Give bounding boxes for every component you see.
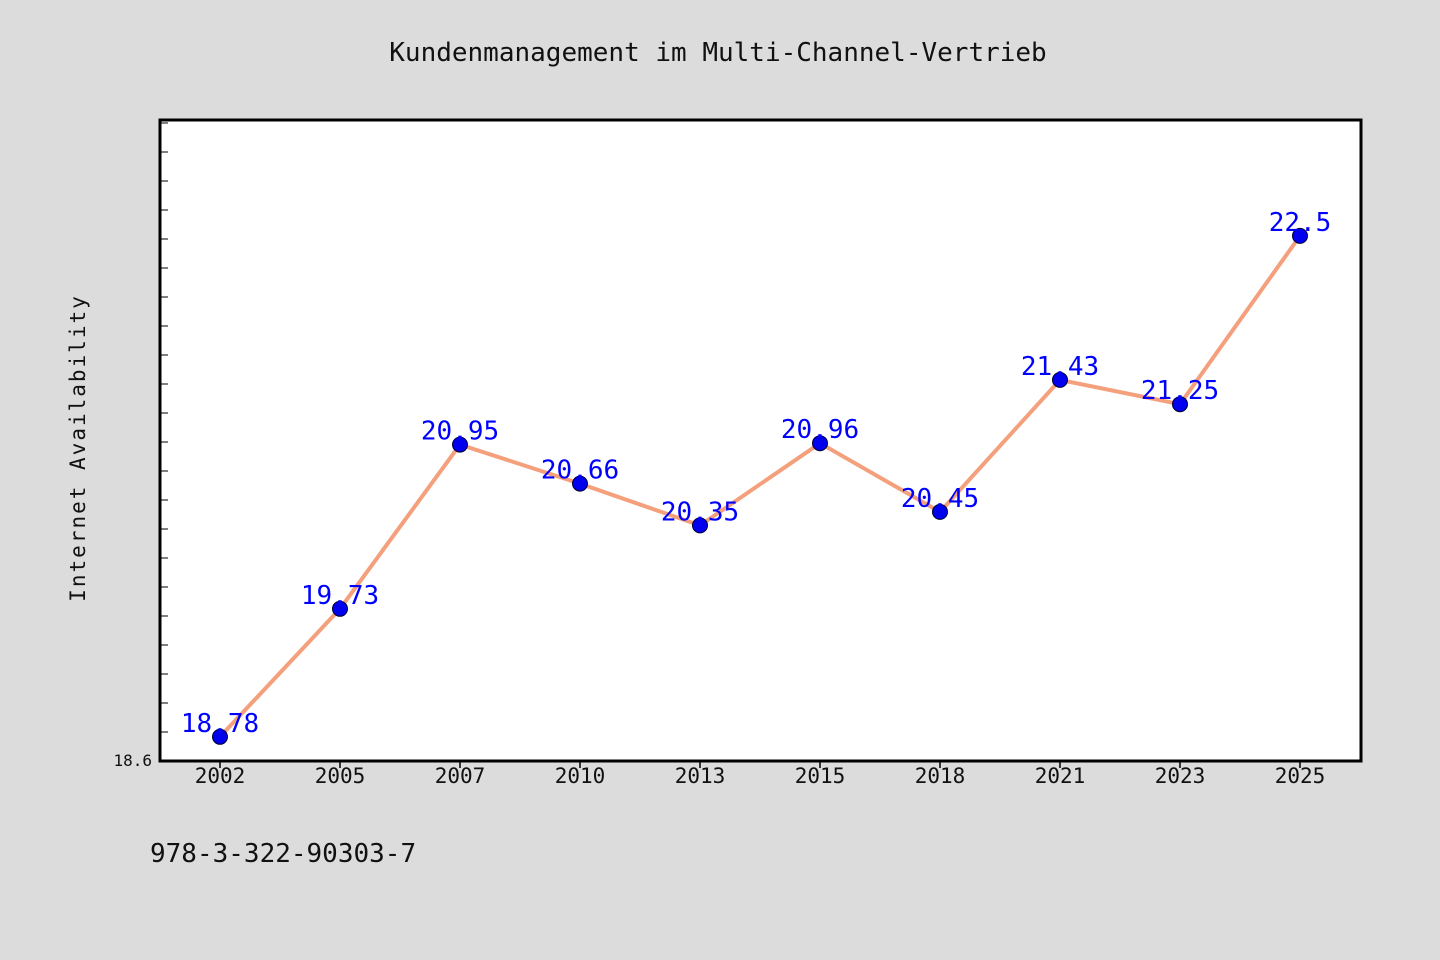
x-tick-label: 2010 bbox=[555, 764, 606, 788]
data-label: 18.78 bbox=[181, 709, 259, 739]
data-label: 20.96 bbox=[781, 415, 859, 445]
x-tick-label: 2025 bbox=[1275, 764, 1326, 788]
y-axis-label: Internet Availability bbox=[66, 294, 90, 602]
isbn-text: 978-3-322-90303-7 bbox=[150, 839, 416, 869]
x-tick-label: 2015 bbox=[795, 764, 846, 788]
x-tick-label: 2002 bbox=[195, 764, 246, 788]
x-tick-label: 2007 bbox=[435, 764, 486, 788]
series-line bbox=[218, 234, 1302, 739]
x-axis-ticks: 2002 2005 2007 2010 2013 2015 2018 2021 2023 2025 bbox=[195, 761, 1326, 788]
data-label: 20.45 bbox=[901, 484, 979, 514]
data-point bbox=[1172, 396, 1188, 413]
data-point bbox=[812, 435, 828, 452]
series-layer: 18.78 19.73 20.95 20.66 20.35 20.96 20.45 21.43… bbox=[181, 208, 1332, 745]
data-label: 20.95 bbox=[421, 417, 499, 447]
data-label: 20.66 bbox=[541, 456, 619, 486]
y-tick-label: 18.6 bbox=[113, 751, 152, 770]
x-tick-label: 2021 bbox=[1035, 764, 1086, 788]
y-axis-minor-ticks bbox=[160, 122, 168, 733]
data-point bbox=[1292, 227, 1308, 244]
data-point bbox=[332, 600, 348, 617]
data-label: 21.43 bbox=[1021, 352, 1099, 382]
data-label: 19.73 bbox=[301, 581, 379, 611]
plot-area bbox=[158, 118, 1363, 763]
x-tick-label: 2018 bbox=[915, 764, 966, 788]
x-tick-label: 2023 bbox=[1155, 764, 1206, 788]
data-point bbox=[212, 728, 228, 745]
data-point bbox=[692, 517, 708, 534]
x-tick-label: 2005 bbox=[315, 764, 366, 788]
data-point bbox=[932, 503, 948, 520]
data-label: 22.5 bbox=[1269, 208, 1332, 238]
data-point bbox=[1052, 371, 1068, 388]
data-label: 20.35 bbox=[661, 497, 739, 527]
data-point bbox=[452, 436, 468, 453]
chart-title: Kundenmanagement im Multi-Channel-Vertri… bbox=[389, 38, 1046, 68]
data-label: 21.25 bbox=[1141, 376, 1219, 406]
x-tick-label: 2013 bbox=[675, 764, 726, 788]
data-point bbox=[572, 475, 588, 492]
